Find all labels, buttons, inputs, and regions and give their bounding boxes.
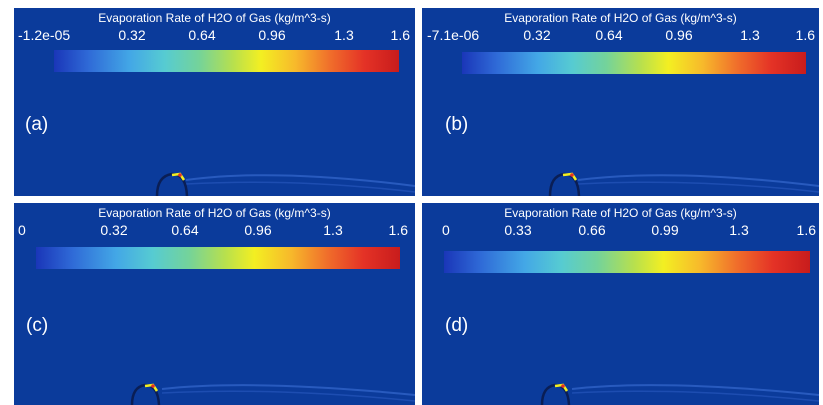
panel-label: (a)	[25, 114, 49, 135]
evaporation-hotspot	[554, 383, 569, 392]
colorbar-tick-label: 1.6	[388, 222, 408, 238]
colorbar-tick-label: 0.96	[244, 222, 272, 238]
colorbar	[54, 50, 399, 72]
wake-streak	[577, 181, 819, 193]
colorbar-title: Evaporation Rate of H2O of Gas (kg/m^3-s…	[504, 11, 737, 25]
panel-label: (c)	[26, 315, 49, 336]
wake-streak	[161, 390, 415, 402]
colorbar-tick-label: 1.6	[390, 27, 410, 43]
colorbar-tick-label: -1.2e-05	[18, 27, 71, 43]
colorbar-title: Evaporation Rate of H2O of Gas (kg/m^3-s…	[98, 11, 331, 25]
wake-streak	[185, 181, 415, 193]
colorbar-tick-label: 0.32	[100, 222, 128, 238]
panel-label: (d)	[445, 315, 469, 336]
colorbar	[36, 247, 400, 269]
colorbar-tick-label: 1.6	[795, 27, 815, 43]
flow-field-plot	[155, 172, 415, 196]
colorbar-tick-label: 0.96	[258, 27, 286, 43]
wake-streak	[571, 390, 819, 402]
evaporation-hotspot	[171, 172, 186, 181]
wake-streak	[571, 384, 819, 396]
colorbar-tick-label: 0	[18, 222, 26, 238]
colorbar-tick-label: 1.3	[740, 27, 760, 43]
colorbar	[444, 251, 810, 273]
colorbar-tick-label: 1.3	[334, 27, 354, 43]
colorbar	[462, 52, 806, 74]
evaporation-hotspot	[144, 383, 159, 392]
colorbar-tick-label: 0.64	[188, 27, 216, 43]
flow-field-plot	[548, 172, 819, 196]
panel-d: Evaporation Rate of H2O of Gas (kg/m^3-s…	[422, 203, 819, 405]
panel-c: Evaporation Rate of H2O of Gas (kg/m^3-s…	[14, 203, 415, 405]
colorbar-tick-label: 1.6	[796, 222, 816, 238]
evaporation-hotspot	[178, 173, 182, 177]
colorbar-tick-label: 0.32	[118, 27, 146, 43]
colorbar-tick-label: 0.64	[595, 27, 623, 43]
colorbar-tick-label: 0.64	[171, 222, 199, 238]
colorbar-tick-label: 0	[442, 222, 450, 238]
colorbar-tick-labels: -1.2e-05 0.32 0.64 0.96 1.3 1.6	[14, 27, 415, 45]
colorbar-tick-label: 1.3	[729, 222, 749, 238]
colorbar-tick-labels: -7.1e-06 0.32 0.64 0.96 1.3 1.6	[422, 27, 819, 45]
colorbar-title: Evaporation Rate of H2O of Gas (kg/m^3-s…	[504, 206, 737, 220]
colorbar-tick-label: -7.1e-06	[427, 27, 480, 43]
colorbar-tick-labels: 0 0.32 0.64 0.96 1.3 1.6	[14, 222, 415, 240]
evaporation-hotspot	[562, 172, 578, 181]
evaporation-hotspot	[570, 173, 574, 177]
colorbar-tick-label: 0.33	[504, 222, 532, 238]
colorbar-title: Evaporation Rate of H2O of Gas (kg/m^3-s…	[98, 206, 331, 220]
evaporation-hotspot	[151, 384, 155, 388]
colorbar-tick-label: 0.96	[665, 27, 693, 43]
wake-streak	[577, 174, 819, 187]
colorbar-tick-label: 0.32	[523, 27, 551, 43]
panel-label: (b)	[445, 114, 469, 135]
flow-field-plot	[130, 383, 415, 405]
flow-field-plot	[540, 383, 819, 405]
colorbar-tick-labels: 0 0.33 0.66 0.99 1.3 1.6	[422, 222, 819, 240]
panel-a: Evaporation Rate of H2O of Gas (kg/m^3-s…	[14, 8, 415, 196]
colorbar-tick-label: 1.3	[323, 222, 343, 238]
panel-b: Evaporation Rate of H2O of Gas (kg/m^3-s…	[422, 8, 819, 196]
wake-streak	[185, 174, 415, 187]
evaporation-hotspot	[561, 384, 565, 388]
colorbar-tick-label: 0.99	[651, 222, 679, 238]
wake-streak	[161, 384, 415, 396]
colorbar-tick-label: 0.66	[578, 222, 606, 238]
